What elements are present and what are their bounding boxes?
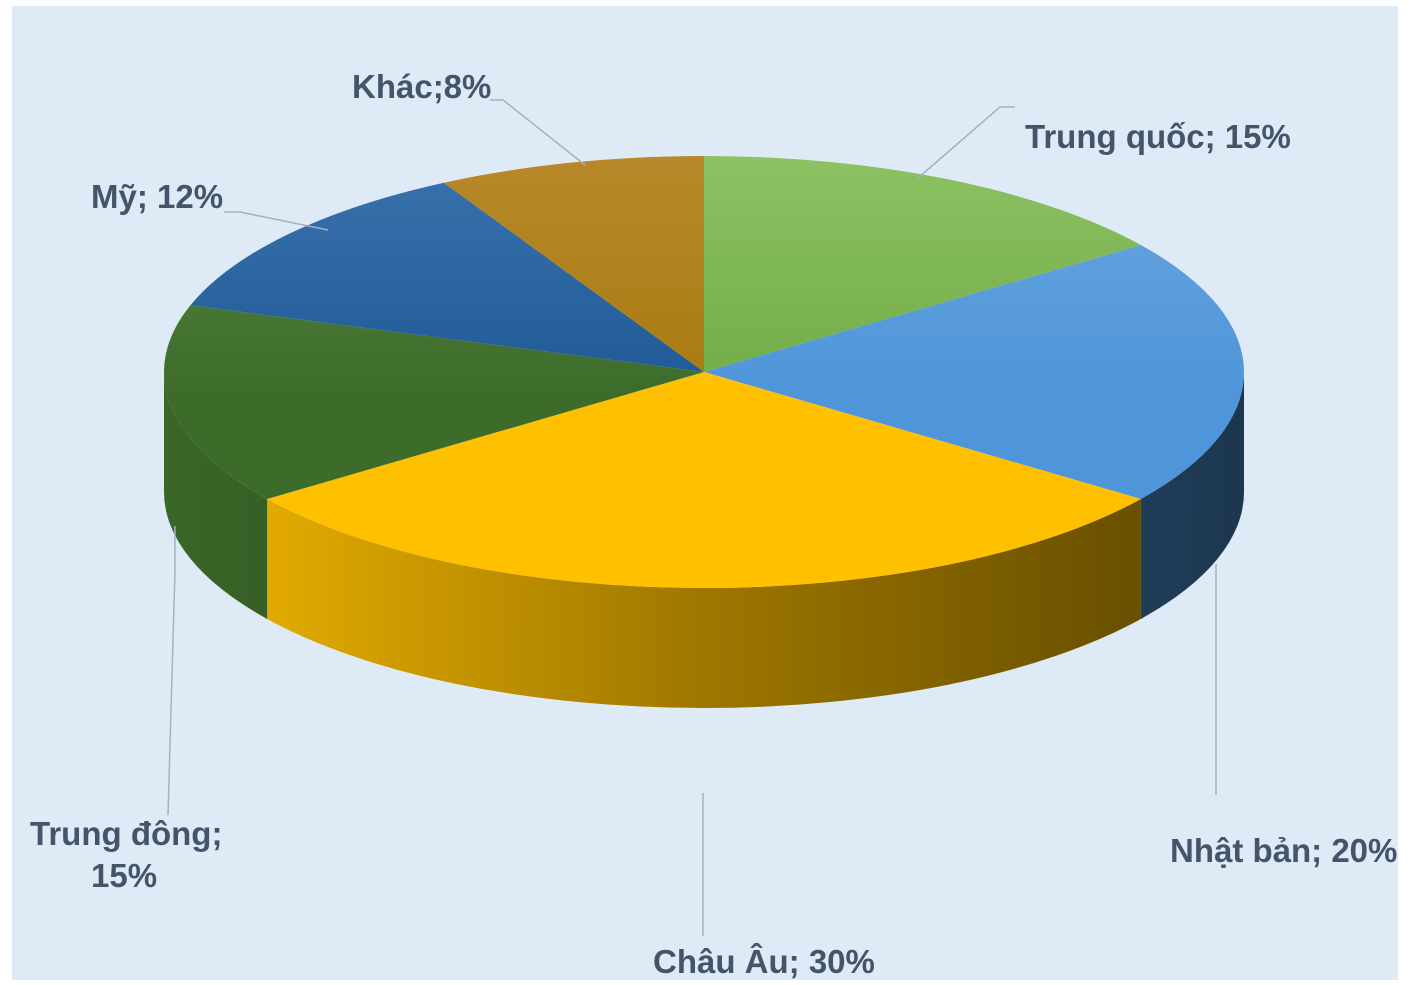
label-trung-quoc: Trung quốc; 15%	[1025, 118, 1291, 155]
leader-line-trung-dong	[167, 526, 176, 816]
slice-my	[190, 182, 704, 372]
label-chau-au: Châu Âu; 30%	[653, 943, 875, 980]
data-labels: Trung quốc; 15% Nhật bản; 20% Châu Âu; 3…	[30, 68, 1397, 980]
slice-side-chau-au	[267, 498, 1141, 708]
pie-tops	[163, 156, 1244, 588]
pie-sides	[164, 372, 1244, 708]
slice-side-trung-dong	[164, 372, 268, 619]
label-my: Mỹ; 12%	[91, 178, 223, 215]
slice-trung-quoc	[704, 156, 1141, 372]
leader-line-my	[224, 211, 329, 231]
label-khac: Khác;8%	[352, 68, 491, 105]
label-nhat-ban: Nhật bản; 20%	[1170, 832, 1397, 869]
leader-lines	[167, 99, 1217, 936]
slice-side-nhat-ban	[1140, 372, 1244, 619]
leader-line-khac	[490, 99, 586, 166]
leader-line-trung-quoc	[917, 106, 1015, 179]
label-trung-dong-line1: Trung đông;	[30, 815, 222, 852]
slice-trung-dong	[163, 305, 704, 499]
label-trung-dong-line2: 15%	[91, 857, 157, 894]
slice-khac	[443, 156, 704, 372]
slice-chau-au	[267, 372, 1141, 588]
slice-nhat-ban	[704, 245, 1244, 499]
